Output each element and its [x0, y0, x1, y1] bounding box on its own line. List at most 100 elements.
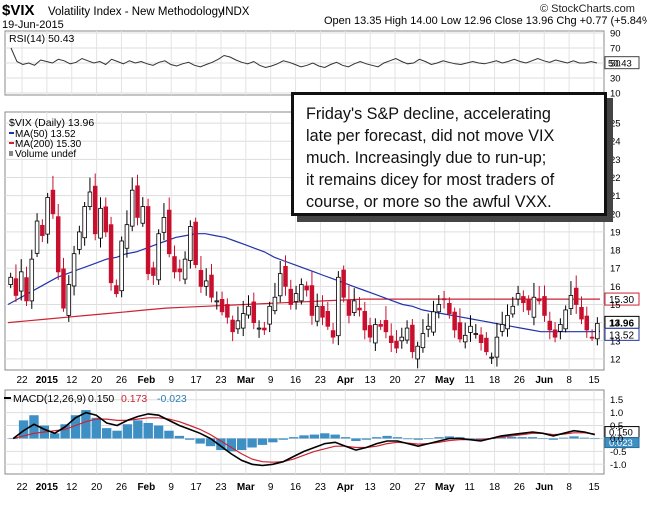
candle-body [515, 293, 521, 300]
candle-body [378, 324, 383, 327]
x-tick-label: 11 [464, 482, 475, 493]
macd-hist-bar [81, 410, 91, 439]
candle-body [452, 311, 457, 331]
candle-body [367, 325, 373, 338]
macd-hist-bar [226, 438, 236, 452]
candle-body [98, 207, 103, 239]
x-tick-label: Mar [237, 375, 255, 386]
macd-hist-bar [569, 436, 579, 439]
macd-hist-bar [538, 438, 548, 440]
candle-body [457, 322, 463, 340]
macd-hist-bar [423, 438, 434, 440]
candle-body [552, 329, 558, 338]
x-tick-label: 17 [191, 482, 203, 493]
candle-body [394, 340, 399, 349]
macd-hist-bar [268, 438, 278, 443]
y-tick-label: 30 [610, 74, 621, 85]
candle-body [462, 334, 468, 343]
x-tick-label: May [435, 482, 455, 493]
macd-hist-bar [558, 437, 569, 439]
close-last-tag-value: 13.96 [609, 318, 634, 329]
ma50-legend: MA(50) 13.52 [15, 129, 76, 140]
x-tick-label: 8 [566, 482, 572, 493]
candle-body [563, 309, 568, 330]
candle-body [129, 189, 135, 227]
macd-hist-bar [413, 438, 423, 440]
rsi-last-tag [604, 56, 640, 70]
x-tick-label: Feb [137, 375, 155, 386]
candle-body [351, 300, 357, 313]
macd-hist-bar [101, 428, 112, 439]
candle-body [558, 324, 563, 332]
macd-hist-bar [382, 435, 392, 439]
price-legend-title: $VIX (Daily) 13.96 [9, 117, 94, 129]
x-tick-label: Jun [535, 482, 553, 493]
candle-body [299, 284, 304, 302]
y-tick-label: 19 [610, 227, 621, 238]
annotation-line: it remains dicey for most traders of [306, 171, 555, 189]
x-tick-label: 12 [66, 482, 78, 493]
candle-body [568, 295, 574, 309]
macd-legend-label: MACD(12,26,9) [13, 393, 86, 405]
macd-hist-bar [8, 438, 18, 440]
rsi-line [10, 47, 598, 69]
candle-body [489, 356, 494, 359]
security-name: Volatility Index - New Methodology [48, 6, 224, 18]
macd-hist-bar [112, 430, 122, 439]
ma200-last-tag-value: 15.30 [609, 295, 634, 306]
watermark: © StockCharts.com [540, 3, 635, 15]
candle-body [267, 305, 272, 325]
x-tick-label: 15 [588, 482, 600, 493]
macd-hist-bar [247, 438, 257, 448]
macd-hist-bar [257, 438, 268, 445]
candle-body [309, 285, 315, 316]
x-tick-label: 26 [514, 482, 526, 493]
x-tick-label: 27 [414, 482, 426, 493]
x-tick-label: Apr [337, 375, 354, 386]
candle-body [230, 319, 235, 333]
candle-body [145, 206, 151, 275]
annotation-line: much. Increasingly due to run-up; [306, 149, 547, 167]
macd-legend: MACD(12,26,9) 0.150 0.173 -0.023 [4, 393, 187, 405]
candle-body [198, 269, 204, 287]
candle-body [262, 327, 267, 331]
macd-hist-bar [444, 436, 455, 439]
y-tick-label: 1.5 [610, 395, 623, 406]
candle-body [478, 334, 484, 344]
chart-date: 19-Jun-2015 [2, 19, 64, 31]
y-tick-label: 16 [610, 282, 621, 293]
candle-body [494, 336, 500, 358]
y-tick-label: -1.0 [610, 460, 626, 471]
candle-body [177, 268, 183, 273]
macd-hist-bar [309, 434, 320, 439]
candle-body [256, 327, 262, 330]
macd-hist-bar [164, 430, 174, 439]
y-tick-label: 15 [610, 300, 621, 311]
x-tick-label: 18 [489, 375, 501, 386]
candle-body [61, 268, 66, 309]
macd-legend-signal: 0.173 [121, 393, 147, 405]
candle-body [45, 197, 50, 235]
x-tick-label: 20 [389, 375, 401, 386]
macd-hist-bar [548, 438, 558, 440]
y-tick-label: 90 [610, 29, 621, 40]
candle-body [357, 307, 362, 311]
x-tick-label: 23 [315, 482, 327, 493]
candle-body [29, 258, 35, 302]
candle-body [24, 277, 29, 302]
macd-hist-bar [18, 420, 29, 439]
macd-line [12, 411, 595, 467]
y-axes: 90 70 50 30 10 25 24 23 22 21 20 19 18 17 16 15 14 13 12 1.… [610, 29, 626, 471]
macd-hist-bar [278, 438, 288, 440]
x-tick-label: 9 [268, 482, 274, 493]
macd-hist-bar [434, 437, 444, 439]
y-tick-label: 18 [610, 246, 621, 257]
macd-hist-bar [351, 438, 361, 442]
candle-body [40, 224, 45, 236]
y-tick-label: 10 [610, 89, 621, 100]
macd-hist-last-value: 0.023 [609, 438, 633, 449]
candle-body [235, 320, 241, 330]
candle-body [521, 296, 526, 304]
candle-body [108, 224, 114, 284]
